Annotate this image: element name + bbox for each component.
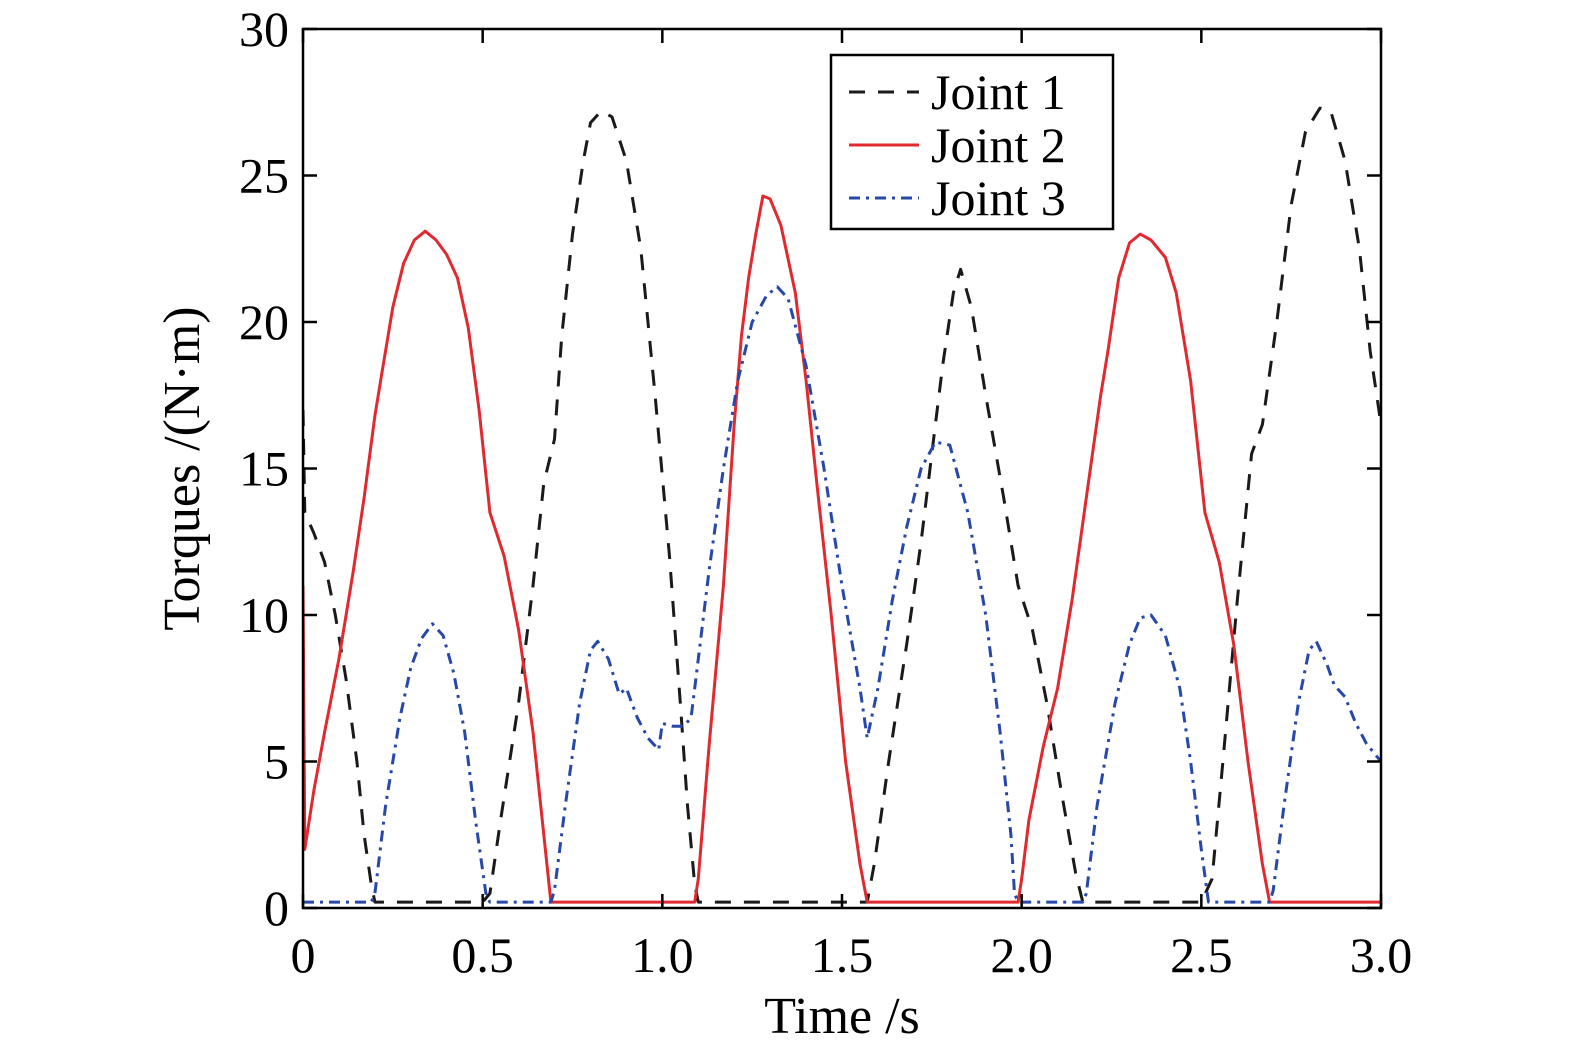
x-tick-label: 1.5 (811, 927, 874, 983)
ticks-layer: 0 0.5 1.0 1.5 2.0 2.5 3.0 0 5 10 15 20 25 30 (239, 1, 1412, 983)
y-tick-label: 30 (239, 1, 289, 57)
x-axis-label: Time /s (764, 988, 920, 1045)
x-tick-label: 2.0 (990, 927, 1053, 983)
series-layer (303, 106, 1381, 904)
y-tick-label: 15 (239, 441, 289, 497)
y-tick-label: 5 (264, 734, 289, 790)
y-tick-label: 25 (239, 148, 289, 204)
y-axis-label: Torques /(N·m) (154, 306, 211, 630)
y-tick-label: 20 (239, 294, 289, 350)
y-tick-label: 0 (264, 880, 289, 936)
series-line-joint-3 (303, 285, 1381, 904)
x-tick-label: 3.0 (1350, 927, 1413, 983)
series-line-joint-2 (303, 194, 1381, 904)
x-tick-label: 0.5 (451, 927, 514, 983)
legend-label-joint-3: Joint 3 (931, 170, 1066, 226)
legend-label-joint-2: Joint 2 (931, 117, 1066, 173)
x-tick-label: 1.0 (631, 927, 694, 983)
x-tick-label: 2.5 (1170, 927, 1233, 983)
legend-box (829, 53, 1115, 231)
legend-label-joint-1: Joint 1 (931, 64, 1066, 120)
x-tick-label: 0 (291, 927, 316, 983)
series-line-joint-1 (303, 106, 1381, 904)
y-tick-label: 10 (239, 587, 289, 643)
